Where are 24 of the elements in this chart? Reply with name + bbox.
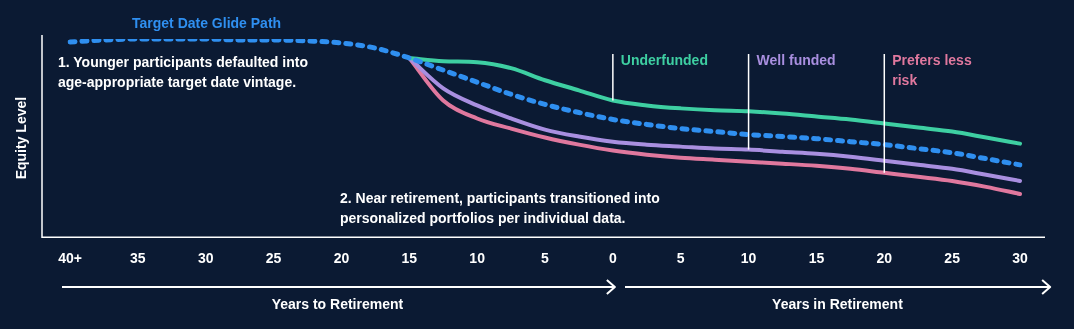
- x-tick-label: 40+: [58, 250, 82, 267]
- x-tick-label: 20: [333, 250, 350, 267]
- x-tick-label: 15: [401, 250, 418, 267]
- x-tick-label: 25: [265, 250, 282, 267]
- annotation: 2. Near retirement, participants transitioned into personalized portfolios per individual data.: [340, 189, 660, 226]
- annotation: 1. Younger participants defaulted into age-appropriate target date vintage.: [58, 53, 308, 90]
- text: Well funded: [756, 51, 836, 68]
- text: Years to Retirement: [271, 295, 404, 312]
- x-tick-label: 30: [1012, 250, 1028, 267]
- text: Underfunded: [620, 51, 708, 68]
- series-label: Target Date Glide Path: [132, 14, 282, 31]
- text: Years in Retirement: [772, 295, 904, 312]
- x-tick-label: 15: [808, 250, 825, 267]
- y-axis-title: Equity Level: [12, 96, 29, 180]
- x-tick-label: 30: [197, 250, 214, 267]
- x-tick-label: 10: [469, 250, 486, 267]
- x-tick-label: 35: [130, 250, 146, 267]
- text: Prefers less risk: [892, 51, 972, 88]
- x-tick-label: 25: [944, 250, 961, 267]
- x-tick-label: 20: [876, 250, 893, 267]
- x-tick-label: 10: [740, 250, 757, 267]
- x-tick-label: 5: [676, 250, 685, 267]
- x-tick-label: 5: [541, 250, 550, 267]
- x-tick-label: 0: [608, 250, 617, 267]
